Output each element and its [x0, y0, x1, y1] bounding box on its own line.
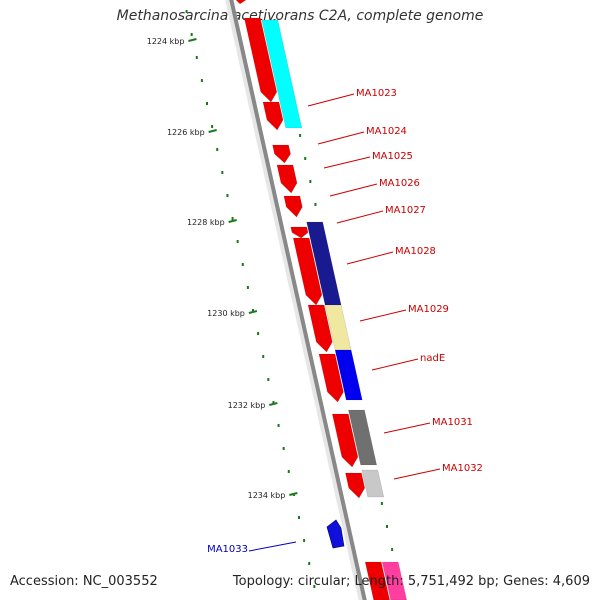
backbone-line: [229, 0, 367, 600]
minor-tick: [262, 355, 265, 358]
kbp-tick: [248, 310, 258, 314]
gene-leader-line: [383, 422, 431, 434]
gene-label: MA1027: [385, 205, 426, 216]
kbp-label: 1230 kbp: [207, 309, 245, 318]
cds-arrow: [290, 226, 309, 239]
cds-arrow: [292, 237, 323, 306]
cds-arrow: [345, 472, 366, 499]
cog-block-blue: [334, 349, 363, 401]
kbp-label: 1224 kbp: [147, 37, 185, 46]
minor-tick: [190, 33, 193, 36]
minor-tick: [267, 378, 270, 381]
gene-label: nadE: [420, 353, 445, 364]
cds-arrow: [283, 195, 303, 218]
cds-arrow: [307, 304, 333, 353]
minor-tick: [277, 424, 280, 427]
minor-tick: [226, 194, 229, 197]
cds-arrow: [318, 353, 344, 403]
gene-label: MA1033: [207, 544, 248, 555]
minor-tick: [304, 157, 307, 160]
gene-label: MA1032: [442, 463, 483, 474]
kbp-label: 1226 kbp: [167, 128, 205, 137]
kbp-tick: [269, 402, 278, 406]
accession-text: Accession: NC_003552: [10, 574, 158, 589]
cds-arrow: [276, 164, 298, 194]
gene-label: MA1023: [356, 88, 397, 99]
gene-leader-line: [371, 358, 419, 371]
gene-leader-line: [393, 468, 441, 480]
minor-tick: [380, 502, 383, 505]
minor-tick: [303, 539, 306, 542]
minor-tick: [236, 240, 239, 243]
minor-tick: [185, 10, 188, 13]
cog-block-cyan: [261, 19, 303, 129]
cds-arrow: [243, 17, 278, 103]
cog-block-pink: [381, 561, 407, 600]
gene-leader-line: [317, 131, 365, 145]
gene-leader-line: [359, 309, 407, 322]
gene-label: MA1026: [379, 178, 420, 189]
gene-label: MA1031: [432, 417, 473, 428]
minor-tick: [386, 525, 388, 528]
cds-arrow: [331, 413, 359, 468]
minor-tick: [211, 125, 214, 128]
gene-leader-line: [329, 183, 378, 197]
cds-arrow: [272, 144, 291, 164]
cog-block-grey: [348, 409, 378, 466]
minor-tick: [216, 148, 219, 151]
minor-tick: [287, 470, 290, 473]
minor-tick: [257, 332, 260, 335]
gene-label: MA1025: [372, 151, 413, 162]
minor-tick: [309, 180, 312, 183]
minor-tick: [252, 309, 254, 312]
minor-tick: [308, 562, 311, 565]
kbp-label: 1228 kbp: [187, 218, 225, 227]
minor-tick: [391, 548, 394, 551]
gene-label: MA1024: [366, 126, 407, 137]
kbp-label: 1234 kbp: [248, 491, 286, 500]
minor-tick: [314, 203, 317, 206]
minor-tick: [221, 171, 224, 174]
minor-tick: [313, 585, 316, 588]
kbp-tick: [289, 492, 298, 496]
minor-tick: [206, 102, 208, 105]
minor-tick: [241, 263, 244, 266]
map-title: Methanosarcina acetivorans C2A, complete…: [116, 8, 484, 24]
cds-arrow-edge: [236, 0, 246, 4]
topology-summary: Topology: circular; Length: 5,751,492 bp…: [232, 574, 590, 589]
minor-tick: [272, 401, 275, 404]
gene-label: MA1029: [408, 304, 449, 315]
gene-leader-line: [307, 93, 355, 107]
minor-tick: [246, 286, 249, 289]
minor-tick: [231, 217, 234, 220]
cog-block-lightgrey: [361, 469, 385, 498]
minor-tick: [282, 447, 285, 450]
minor-tick: [200, 79, 203, 82]
kbp-label: 1232 kbp: [228, 401, 266, 410]
minor-tick: [299, 134, 302, 137]
kbp-tick: [188, 38, 197, 42]
reverse-cds-arrow: [326, 519, 345, 549]
gene-leader-line: [346, 251, 394, 265]
cds-arrow: [262, 101, 284, 131]
minor-tick: [298, 516, 300, 519]
gene-leader-line: [323, 156, 371, 169]
gene-leader-line: [336, 210, 384, 224]
minor-tick: [195, 56, 198, 59]
gene-leader-line: [248, 541, 297, 552]
gene-label: MA1028: [395, 246, 436, 257]
kbp-tick: [208, 129, 217, 133]
cds-arrow: [364, 561, 390, 600]
kbp-tick: [228, 219, 237, 223]
